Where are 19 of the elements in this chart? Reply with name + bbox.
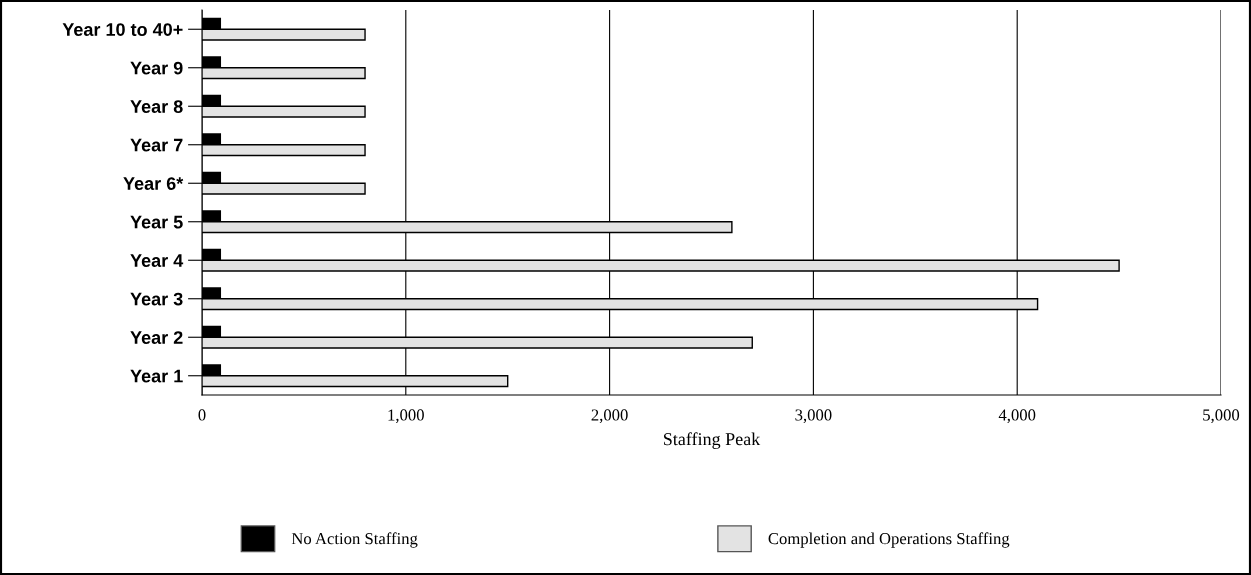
- x-tick-label: 5,000: [1203, 409, 1240, 424]
- y-tick-label: Year 2: [130, 331, 183, 344]
- legend-label: Completion and Operations Staffing: [768, 532, 1010, 548]
- y-tick-label: Year 1: [130, 369, 183, 383]
- x-tick-label: 1,000: [388, 409, 424, 424]
- legend-label: No Action Staffing: [291, 532, 418, 548]
- y-tick-label: Year 3: [130, 292, 183, 306]
- y-tick-label: Year 9: [130, 61, 183, 75]
- x-axis-title: Staffing Peak: [663, 432, 761, 449]
- y-tick-label: Year 7: [130, 138, 183, 152]
- x-tick-label: 2,000: [591, 409, 628, 424]
- x-tick-label: 0: [198, 409, 206, 421]
- x-tick-label: 3,000: [795, 409, 832, 424]
- x-tick-label: 4,000: [998, 409, 1036, 424]
- y-tick-label: Year 10 to 40+: [62, 23, 183, 36]
- y-tick-label: Year 4: [130, 254, 184, 267]
- y-tick-label: Year 5: [130, 215, 183, 229]
- y-tick-label: Year 8: [130, 100, 183, 113]
- y-tick-label: Year 6*: [123, 177, 184, 190]
